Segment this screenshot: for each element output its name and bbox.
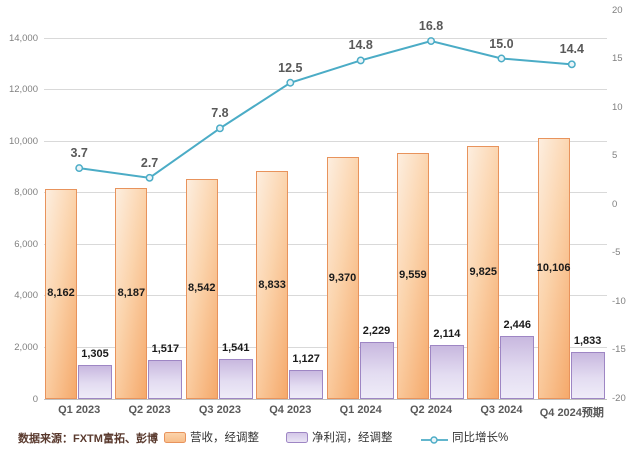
revenue-bar-swatch-icon	[164, 431, 186, 443]
growth-value-label: 3.7	[70, 146, 88, 161]
line-marker	[356, 56, 365, 65]
right-axis-tick-label: -10	[612, 295, 626, 307]
left-axis-tick-label: 0	[32, 393, 38, 405]
profit-bar-value-label: 1,541	[221, 342, 250, 355]
growth-value-label: 7.8	[211, 106, 229, 121]
profit-bar	[359, 341, 394, 399]
profit-bar-value-label: 1,305	[81, 348, 109, 361]
line-marker	[75, 164, 84, 173]
profit-bar	[570, 351, 605, 399]
right-axis-tick-label: -20	[612, 392, 626, 404]
revenue-bar	[396, 152, 429, 399]
revenue-bar-value-label: 8,542	[187, 282, 216, 295]
plot-area: 8,162 8,187 8,542 8,833 9,370 9,559 9,825 10,10…	[44, 19, 607, 400]
left-axis-tick-label: 12,000	[8, 84, 38, 96]
line-marker	[286, 78, 295, 87]
legend-label-growth: 同比增长%	[452, 432, 509, 444]
revenue-bar	[537, 138, 570, 399]
profit-bar	[429, 344, 464, 399]
profit-bar-value-label: 1,517	[151, 342, 180, 355]
revenue-bar-value-label: 9,825	[469, 265, 498, 278]
gridline	[44, 37, 607, 39]
left-axis-tick-label: 10,000	[8, 135, 38, 147]
profit-bar	[148, 359, 183, 399]
growth-value-label: 2.7	[140, 155, 159, 170]
left-axis-tick-label: 4,000	[14, 290, 38, 302]
profit-bar-value-label: 2,114	[433, 327, 461, 340]
left-axis-tick-label: 8,000	[14, 187, 38, 199]
revenue-bar	[326, 157, 359, 399]
gridline	[44, 140, 607, 142]
left-axis-tick-label: 2,000	[14, 341, 38, 353]
revenue-bar	[115, 187, 148, 399]
gridline	[44, 89, 607, 91]
line-marker	[567, 60, 576, 69]
right-axis-tick-label: -5	[612, 247, 621, 258]
left-axis-tick-label: 14,000	[8, 32, 38, 44]
profit-bar	[218, 359, 253, 399]
revenue-bar-value-label: 9,559	[399, 269, 427, 282]
revenue-bar-value-label: 8,833	[258, 278, 286, 291]
gridline	[44, 243, 607, 245]
growth-line	[75, 37, 576, 182]
line-marker	[497, 54, 506, 63]
x-axis-category-label: Q3 2023	[198, 404, 242, 416]
right-axis-tick-label: -15	[612, 344, 626, 355]
x-axis-category-label: Q4 2024预期	[539, 407, 604, 419]
revenue-bar-value-label: 10,106	[536, 262, 571, 275]
revenue-bar	[467, 145, 500, 399]
revenue-bar-value-label: 9,370	[328, 271, 357, 284]
legend-item-growth: 同比增长%	[421, 429, 508, 445]
line-marker	[215, 124, 224, 133]
profit-bar-value-label: 1,127	[292, 352, 320, 365]
revenue-bar	[45, 188, 77, 399]
left-axis-tick-label: 6,000	[14, 238, 38, 250]
x-axis-category-label: Q2 2024	[409, 404, 453, 416]
legend-label-profit: 净利润，经调整	[312, 432, 393, 444]
growth-value-label: 12.5	[278, 60, 303, 75]
right-axis-tick-label: 0	[612, 198, 618, 210]
left-value-axis: 0 2,000 4,000 6,000 8,000 10,000 12,000 14,000	[0, 0, 38, 455]
profit-bar	[289, 369, 324, 399]
legend-label-revenue: 营收，经调整	[190, 432, 259, 444]
profit-bar-value-label: 2,446	[503, 318, 532, 331]
growth-value-label: 15.0	[489, 36, 514, 51]
right-axis-tick-label: 20	[612, 4, 623, 16]
category-axis: Q1 2023 Q2 2023 Q3 2023 Q4 2023 Q1 2024 Q2 20…	[0, 404, 634, 420]
revenue-bar	[185, 178, 218, 399]
revenue-bar-value-label: 8,187	[117, 286, 146, 299]
x-axis-category-label: Q1 2024	[339, 404, 382, 416]
profit-bar-value-label: 2,229	[362, 324, 391, 337]
revenue-bar-value-label: 8,162	[47, 287, 75, 300]
gridline	[44, 192, 607, 194]
right-percent-axis: 20 15 10 5 0 -5 -10 -15 -20	[612, 0, 634, 455]
gridline	[44, 295, 607, 297]
x-axis-category-label: Q1 2023	[58, 404, 101, 416]
line-marker	[427, 37, 436, 45]
revenue-bar	[256, 171, 289, 399]
x-axis-category-label: Q2 2023	[128, 404, 171, 416]
right-axis-tick-label: 5	[612, 150, 618, 161]
profit-bar-swatch-icon	[286, 431, 308, 443]
profit-bar	[500, 335, 535, 399]
right-axis-tick-label: 10	[612, 101, 623, 113]
growth-line-swatch-icon	[421, 432, 448, 444]
growth-value-label: 14.8	[348, 38, 373, 53]
gridline	[44, 346, 607, 348]
line-marker	[145, 173, 154, 182]
right-axis-tick-label: 15	[612, 53, 623, 64]
growth-value-label: 16.8	[418, 19, 444, 34]
profit-bar-value-label: 1,833	[573, 334, 602, 347]
gridline	[44, 398, 607, 400]
growth-value-label: 14.4	[559, 42, 584, 57]
growth-line-path	[79, 40, 572, 179]
x-axis-category-label: Q4 2023	[269, 404, 312, 416]
legend-item-profit: 净利润，经调整	[286, 429, 393, 445]
profit-bar	[78, 365, 112, 399]
legend-item-revenue: 营收，经调整	[164, 429, 259, 445]
source-note: 数据来源：FXTM富拓、彭博	[18, 433, 158, 445]
x-axis-category-label: Q3 2024	[480, 404, 523, 416]
